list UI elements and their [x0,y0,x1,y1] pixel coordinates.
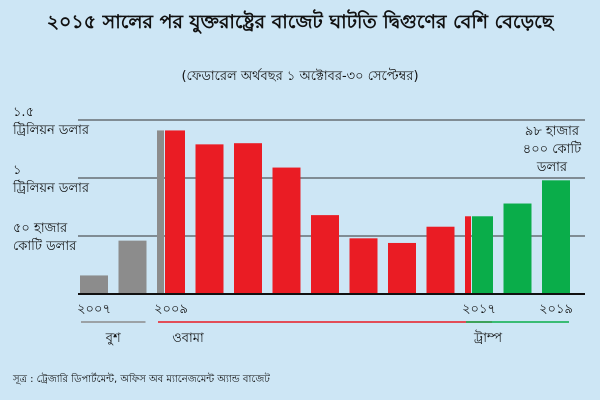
x-tick-label: ২০১৯ [539,302,573,317]
bar-2007 [80,275,108,294]
value-annotation: ডলার [536,160,568,175]
y-tick-label: ১ [13,163,21,178]
bar-2008 [118,240,147,294]
bar-2009-segment [157,130,164,294]
y-tick-label: ৫০ হাজার [13,221,68,236]
bar-2012 [272,167,301,294]
term-label: ট্রাম্প [473,330,503,346]
x-tick-label: ২০০৯ [154,302,188,317]
x-tick-label: ২০১৭ [462,302,496,317]
bar-2011 [234,143,262,294]
bar-2015 [388,242,416,294]
bar-2010 [195,144,224,294]
chart-title: ২০১৫ সালের পর যুক্তরাষ্ট্রের বাজেট ঘাটতি… [46,11,554,33]
term-label: ওবামা [172,331,204,346]
chart-subtitle: (ফেডারেল অর্থবছর ১ অক্টোবর-৩০ সেপ্টেম্বর… [181,69,419,84]
bar-2017-segment [465,216,471,294]
bar-2009 [165,130,185,294]
bar-2017 [472,216,493,294]
y-tick-label: কোটি ডলার [13,238,77,254]
y-tick-label: ১.৫ [13,105,34,120]
x-tick-label: ২০০৭ [77,302,111,317]
bar-2018 [503,203,532,294]
bar-2013 [311,215,339,294]
value-annotation: ৯৮ হাজার [525,124,580,139]
bar-2019 [542,180,570,294]
bar-2016 [426,226,455,294]
term-label: বুশ [105,331,121,346]
source-note: সূত্র : ট্রেজারি ডিপার্টমেন্ট, অফিস অব ম… [13,374,270,385]
y-tick-label: ট্রিলিয়ন ডলার [12,122,90,138]
y-tick-label: ট্রিলিয়ন ডলার [12,180,90,196]
value-annotation: ৪০০ কোটি [523,141,582,157]
bar-2014 [349,238,378,294]
